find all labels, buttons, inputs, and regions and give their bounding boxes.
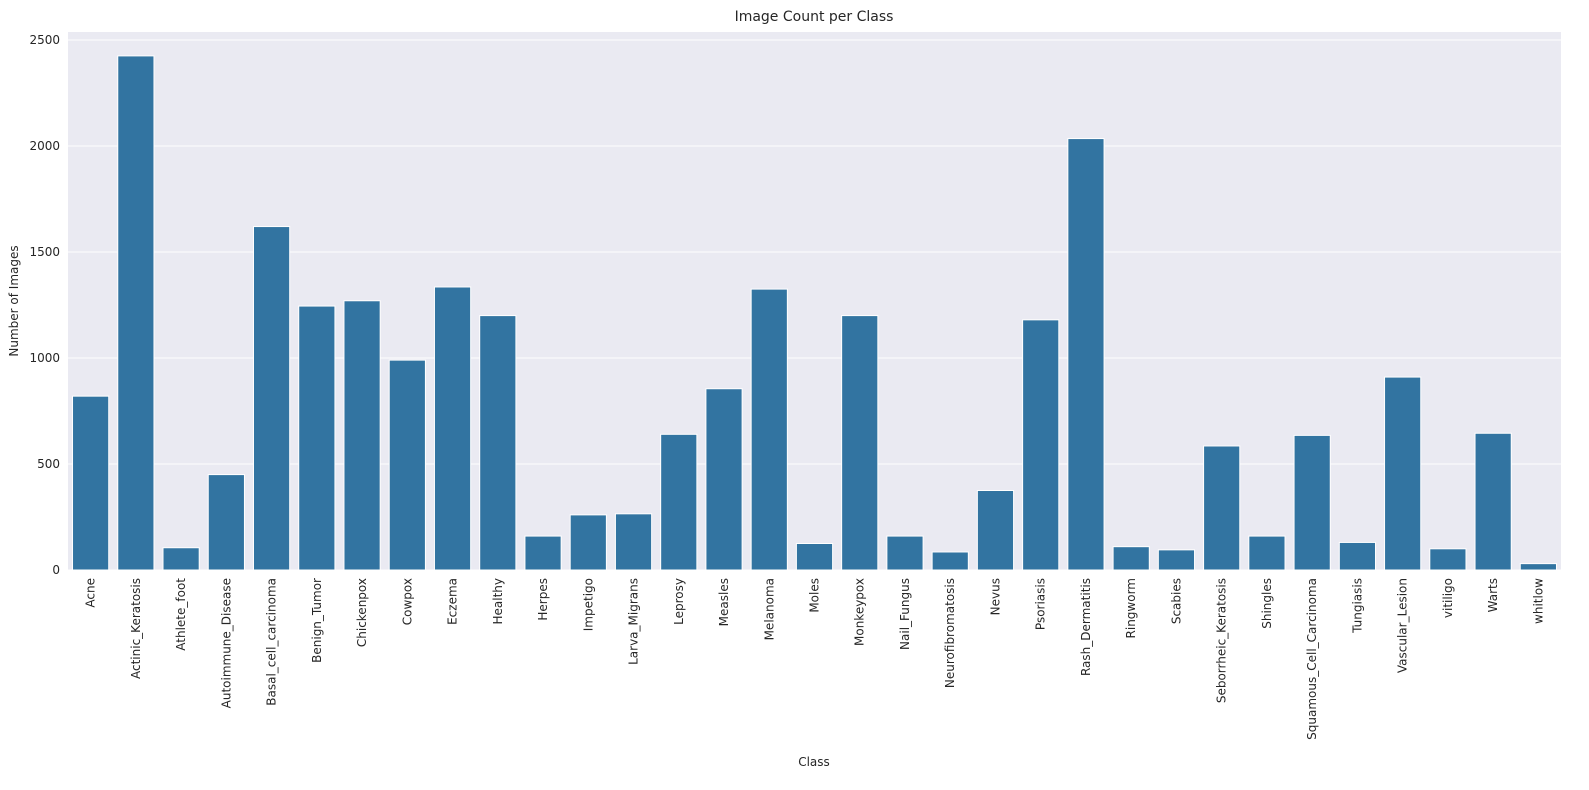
bar-chickenpox — [343, 300, 381, 571]
bar-cowpox — [388, 359, 426, 571]
x-tick-label: Rash_Dermatitis — [1079, 578, 1093, 676]
x-axis: Acne Actinic_Keratosis Athlete_foot Autoimm… — [84, 578, 1546, 740]
x-tick-label: Nevus — [988, 578, 1002, 615]
x-tick-label: Squamous_Cell_Carcinoma — [1305, 578, 1319, 740]
x-tick-label: Impetigo — [581, 578, 595, 631]
x-tick-label: Athlete_foot — [174, 578, 188, 651]
bar-shingles — [1248, 535, 1286, 571]
y-axis: 0 500 1000 1500 2000 2500 — [29, 33, 60, 577]
bar-psoriasis — [1022, 319, 1060, 571]
x-tick-label: Tungiasis — [1350, 578, 1364, 634]
x-tick-label: Measles — [717, 578, 731, 626]
x-tick-label: Shingles — [1260, 578, 1274, 629]
x-tick-label: Acne — [84, 578, 98, 608]
bar-seborrheic-keratosis — [1203, 445, 1241, 571]
bar-autoimmune-disease — [207, 474, 245, 571]
x-tick-label: Moles — [808, 578, 822, 613]
x-tick-label: Nail_Fungus — [898, 578, 912, 650]
x-tick-label: Melanoma — [762, 578, 776, 640]
bar-scabies — [1157, 549, 1196, 571]
bar-healthy — [479, 315, 517, 571]
bar-tungiasis — [1338, 541, 1377, 571]
x-tick-label: Scabies — [1169, 578, 1183, 624]
bar-basal-cell-carcinoma — [252, 226, 291, 571]
bar-moles — [795, 543, 834, 571]
x-axis-label: Class — [798, 755, 830, 769]
bar-warts — [1474, 432, 1512, 571]
bar-melanoma — [750, 288, 788, 571]
y-tick-label: 0 — [52, 563, 60, 577]
x-tick-label: Benign_Tumor — [310, 578, 324, 663]
bar-whitlow — [1519, 563, 1557, 571]
x-tick-label: Actinic_Keratosis — [129, 578, 143, 679]
bars — [72, 55, 1557, 571]
x-tick-label: Leprosy — [672, 578, 686, 625]
bar-squamous-cell-carcinoma — [1293, 434, 1331, 571]
bar-eczema — [433, 286, 472, 571]
bar-impetigo — [569, 514, 607, 571]
y-tick-label: 1000 — [29, 351, 60, 365]
bar-rash-dermatitis — [1067, 138, 1105, 571]
bar-athlete-foot — [162, 547, 200, 571]
y-tick-label: 500 — [37, 457, 60, 471]
x-tick-label: Chickenpox — [355, 578, 369, 647]
x-tick-label: Warts — [1486, 578, 1500, 612]
x-tick-label: Basal_cell_carcinoma — [265, 578, 279, 706]
bar-actinic-keratosis — [117, 55, 155, 571]
y-tick-label: 2500 — [29, 33, 60, 47]
x-tick-label: Seborrheic_Keratosis — [1215, 578, 1229, 703]
x-tick-label: Autoimmune_Disease — [219, 578, 233, 708]
plot-area — [68, 32, 1561, 570]
bar-monkeypox — [841, 315, 879, 571]
y-tick-label: 2000 — [29, 139, 60, 153]
bar-herpes — [524, 535, 562, 571]
x-tick-label: Cowpox — [400, 578, 414, 625]
x-tick-label: Healthy — [491, 578, 505, 625]
x-tick-label: Vascular_Lesion — [1396, 578, 1410, 673]
x-tick-label: Neurofibromatosis — [943, 578, 957, 688]
x-tick-label: Larva_Migrans — [627, 578, 641, 665]
x-tick-label: Psoriasis — [1034, 578, 1048, 630]
x-tick-label: Ringworm — [1124, 578, 1138, 638]
bar-measles — [705, 388, 743, 571]
y-axis-label: Number of Images — [7, 245, 21, 356]
bar-vitiligo — [1429, 548, 1467, 571]
x-tick-label: Eczema — [446, 578, 460, 625]
bar-leprosy — [660, 433, 698, 571]
bar-acne — [72, 395, 110, 571]
bar-ringworm — [1112, 546, 1150, 571]
bar-benign-tumor — [298, 305, 336, 571]
x-tick-label: vitiligo — [1441, 578, 1455, 618]
bar-neurofibromatosis — [931, 551, 969, 571]
x-tick-label: whitlow — [1531, 578, 1545, 624]
bar-nevus — [976, 490, 1015, 571]
x-tick-label: Monkeypox — [853, 578, 867, 646]
bar-nail-fungus — [886, 535, 924, 571]
bar-vascular-lesion — [1384, 376, 1422, 571]
y-tick-label: 1500 — [29, 245, 60, 259]
chart-title: Image Count per Class — [735, 9, 894, 25]
bar-larva-migrans — [614, 513, 653, 571]
x-tick-label: Herpes — [536, 578, 550, 621]
